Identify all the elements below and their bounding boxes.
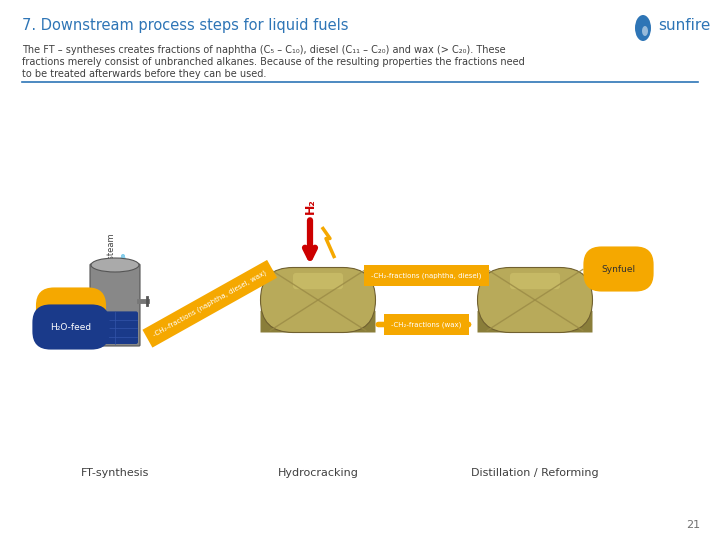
Ellipse shape [635, 15, 651, 41]
FancyBboxPatch shape [477, 267, 593, 333]
FancyBboxPatch shape [293, 273, 343, 289]
Text: -CH₂-fractions (naphtha, diesel, wax): -CH₂-fractions (naphtha, diesel, wax) [152, 269, 268, 338]
FancyBboxPatch shape [261, 267, 376, 333]
Text: fractions merely consist of unbranched alkanes. Because of the resulting propert: fractions merely consist of unbranched a… [22, 57, 525, 67]
FancyBboxPatch shape [90, 264, 140, 346]
FancyBboxPatch shape [510, 273, 560, 289]
Text: H₂O-feed: H₂O-feed [50, 322, 91, 332]
Text: Synfuel: Synfuel [601, 265, 636, 273]
Text: 7. Downstream process steps for liquid fuels: 7. Downstream process steps for liquid f… [22, 18, 348, 33]
Ellipse shape [642, 26, 648, 36]
FancyBboxPatch shape [261, 311, 376, 333]
Text: Hydrocracking: Hydrocracking [278, 468, 359, 478]
Text: Distillation / Reforming: Distillation / Reforming [471, 468, 599, 478]
Text: SynGas: SynGas [54, 306, 88, 314]
Ellipse shape [91, 258, 139, 272]
Text: 21: 21 [686, 520, 700, 530]
Text: H₂: H₂ [304, 198, 317, 213]
Text: FT-synthesis: FT-synthesis [81, 468, 149, 478]
FancyBboxPatch shape [92, 312, 138, 344]
Text: to be treated afterwards before they can be used.: to be treated afterwards before they can… [22, 69, 266, 79]
Text: The FT – syntheses creates fractions of naphtha (C₅ – C₁₀), diesel (C₁₁ – C₂₀) a: The FT – syntheses creates fractions of … [22, 45, 505, 55]
Text: H₂O-steam: H₂O-steam [106, 232, 115, 278]
FancyBboxPatch shape [477, 311, 593, 333]
Text: -CH₂-fractions (naphtha, diesel): -CH₂-fractions (naphtha, diesel) [372, 272, 482, 279]
Text: sunfire: sunfire [658, 18, 711, 33]
Text: -CH₂-fractions (wax): -CH₂-fractions (wax) [391, 321, 462, 328]
